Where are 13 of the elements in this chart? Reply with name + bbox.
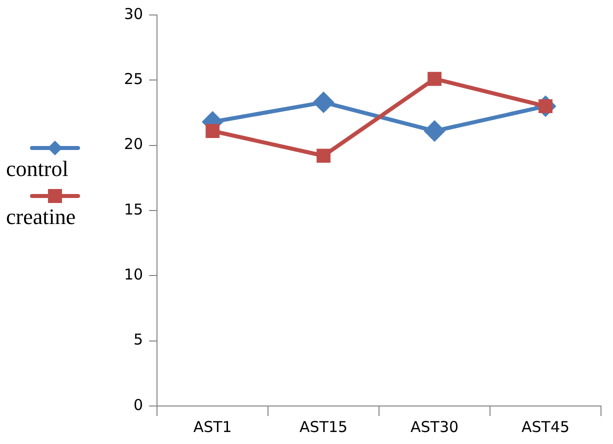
y-tick-label: 20 (124, 135, 144, 154)
x-tick-label: AST15 (300, 418, 348, 436)
y-tick-label: 30 (124, 4, 144, 23)
y-tick-label: 25 (124, 70, 144, 88)
legend-label: control (6, 156, 68, 182)
x-tick-label: AST1 (193, 418, 232, 436)
x-tick-label: AST45 (521, 418, 570, 436)
y-tick-label: 10 (124, 266, 144, 284)
legend-label: creatine (6, 204, 76, 230)
y-tick-label: 15 (124, 200, 144, 218)
x-tick-label: AST30 (410, 418, 459, 436)
y-tick-label: 5 (134, 330, 144, 349)
y-tick-label: 0 (134, 396, 144, 414)
